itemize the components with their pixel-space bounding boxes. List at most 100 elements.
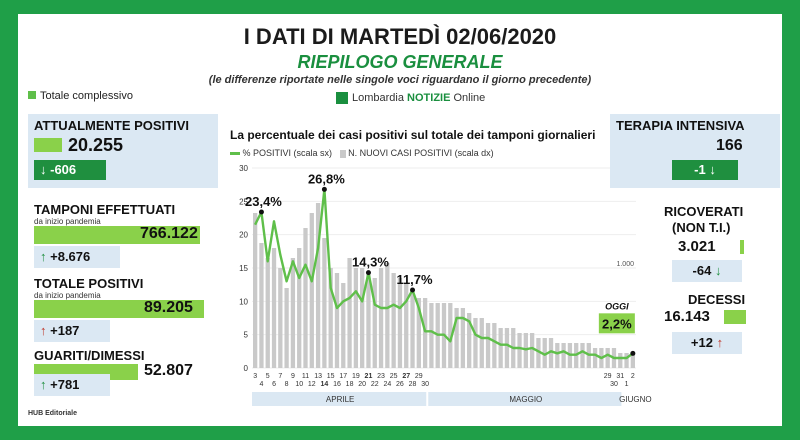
new-cases-bar [253, 213, 258, 368]
legend-total: Totale complessivo [28, 90, 133, 102]
arrow-up-icon: ↑ [40, 249, 47, 264]
x-tick-label: 19 [352, 373, 360, 380]
month-label: APRILE [326, 395, 354, 404]
new-cases-bar [410, 293, 415, 368]
brand-logo-icon [336, 92, 348, 105]
x-tick-label: 5 [266, 373, 270, 380]
totale-value: 89.205 [144, 299, 193, 316]
brand-name: NOTIZIE [407, 92, 451, 104]
ricoverati-delta-value: -64 [692, 263, 712, 278]
x-tick-label: 29 [415, 373, 423, 380]
decessi-label: DECESSI [688, 292, 746, 307]
page-note: (le differenze riportate nelle singole v… [208, 74, 592, 86]
month-band-april [252, 392, 427, 406]
new-cases-bar [416, 298, 421, 368]
x-tick-label: 27 [402, 373, 410, 380]
brand-suffix: Online [453, 92, 486, 104]
terapia-delta: -1 ↓ [672, 160, 738, 180]
new-cases-bar [542, 338, 547, 368]
new-cases-bar [448, 303, 453, 368]
x-tick-label: 7 [278, 373, 282, 380]
month-label: MAGGIO [509, 395, 542, 404]
new-cases-bar [605, 348, 610, 368]
guariti-delta: ↑ +781 [34, 374, 110, 396]
x-tick-label: 16 [333, 381, 341, 388]
x-tick-label: 10 [295, 381, 303, 388]
arrow-up-icon: ↑ [716, 335, 724, 350]
x-tick-label: 12 [308, 381, 316, 388]
month-band-june [623, 392, 636, 406]
ricoverati-label: RICOVERATI [664, 204, 744, 219]
x-tick-label: 24 [383, 381, 391, 388]
x-tick-label: 6 [272, 381, 276, 388]
tamponi-delta-value: +8.676 [50, 249, 91, 264]
annotation-dot [258, 209, 264, 215]
new-cases-bar [429, 303, 434, 368]
new-cases-bar [624, 353, 629, 368]
new-cases-bar [265, 258, 270, 368]
new-cases-bar [523, 333, 528, 368]
month-label: GIUGNO [619, 395, 651, 404]
terapia-delta-value: -1 [694, 162, 706, 177]
arrow-up-icon: ↑ [40, 377, 47, 392]
totale-bar [34, 300, 204, 318]
legend-line-icon [230, 152, 240, 156]
x-tick-label: 13 [314, 373, 322, 380]
new-cases-bar [467, 313, 472, 368]
page-subtitle: RIEPILOGO GENERALE [297, 52, 503, 72]
guariti-label: GUARITI/DIMESSI [34, 348, 145, 363]
decessi-delta: +12 ↑ [672, 332, 742, 354]
arrow-down-icon: ↓ [40, 162, 47, 177]
guariti-delta-value: +781 [50, 377, 80, 392]
x-tick-label: 23 [377, 373, 385, 380]
annotation-dot [365, 270, 371, 276]
new-cases-bar [309, 213, 314, 368]
tamponi-delta: ↑ +8.676 [34, 246, 120, 268]
new-cases-bar [592, 348, 598, 368]
x-tick-label: 30 [610, 381, 618, 388]
annotation-label: 2,2% [602, 316, 632, 331]
x-tick-label: 2 [631, 373, 635, 380]
new-cases-bar [479, 318, 484, 368]
new-cases-bar [492, 323, 497, 368]
percent-positive-line [254, 188, 634, 360]
x-tick-label: 4 [259, 381, 263, 388]
oggi-box [598, 313, 635, 334]
positivi-bar [34, 138, 62, 152]
new-cases-bar [297, 248, 302, 368]
new-cases-bar [529, 333, 535, 368]
new-cases-bar [580, 343, 585, 368]
new-cases-bar [360, 268, 365, 368]
x-tick-label: 25 [390, 373, 398, 380]
x-tick-label: 20 [358, 381, 366, 388]
new-cases-bar [460, 308, 466, 368]
y-left-tick-label: 20 [239, 231, 248, 240]
decessi-delta-value: +12 [690, 335, 713, 350]
y-left-tick-label: 25 [239, 197, 248, 206]
y-left-tick-label: 0 [244, 364, 249, 373]
ricoverati-delta: -64 ↓ [672, 260, 742, 282]
new-cases-bar [536, 338, 541, 368]
totale-delta: ↑ +187 [34, 320, 110, 342]
new-cases-bar [498, 328, 503, 368]
new-cases-bar [303, 228, 308, 368]
terapia-value: 166 [716, 137, 743, 154]
legend-percent: % POSITIVI (scala sx) [242, 148, 333, 158]
annotation-label: 26,8% [308, 171, 345, 186]
x-tick-label: 21 [365, 373, 373, 380]
ricoverati-label2: (NON T.I.) [672, 220, 731, 235]
y-right-tick-label: 1.000 [616, 261, 634, 268]
x-tick-label: 8 [285, 381, 289, 388]
new-cases-bar [322, 238, 327, 368]
new-cases-bar [561, 343, 566, 368]
y-left-tick-label: 5 [244, 331, 249, 340]
new-cases-bar [259, 243, 264, 368]
ricoverati-value: 3.021 [678, 238, 716, 255]
y-left-tick-label: 30 [239, 164, 248, 173]
legend-new-cases: N. NUOVI CASI POSITIVI (scala dx) [348, 148, 494, 158]
new-cases-bar [353, 268, 359, 368]
new-cases-bar [618, 353, 623, 368]
x-tick-label: 18 [346, 381, 354, 388]
positivi-delta-value: -606 [50, 162, 77, 177]
x-tick-label: 28 [409, 381, 417, 388]
